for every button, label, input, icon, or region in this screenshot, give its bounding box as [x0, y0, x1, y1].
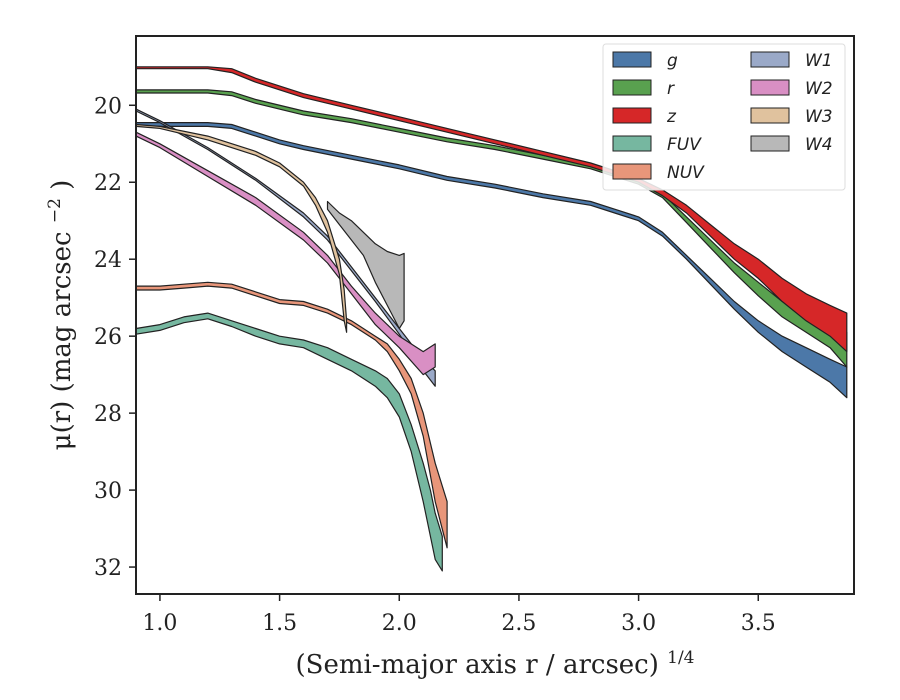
legend-swatch-w4	[750, 135, 790, 152]
legend-swatch-fuv	[612, 135, 652, 152]
band-nuv	[135, 281, 448, 549]
legend-label-r: r	[667, 79, 675, 99]
x-tick-label: 1.5	[262, 611, 297, 636]
legend: grz FUV NUV W1 W2 W3 W4	[602, 43, 846, 191]
profile-bands	[135, 66, 848, 572]
band-r	[135, 89, 848, 368]
y-tick-label: 20	[94, 94, 122, 119]
y-axis-label-close: )	[47, 180, 77, 190]
y-tick-label: 22	[94, 171, 122, 196]
band-w2	[135, 131, 436, 376]
legend-label-nuv: NUV	[667, 163, 705, 183]
legend-swatch-w3	[750, 107, 790, 124]
legend-swatch-w1	[750, 51, 790, 68]
y-tick-label: 24	[94, 248, 122, 273]
x-axis-ticks: 1.0 1.5 2.0 2.5 3.0 3.5	[142, 594, 776, 636]
y-axis-label-exponent: −2	[45, 198, 65, 223]
legend-swatch-g	[612, 51, 652, 68]
legend-label-w4: W4	[805, 135, 833, 155]
x-tick-label: 2.0	[382, 611, 417, 636]
x-axis-label-exponent: 1/4	[667, 648, 694, 668]
legend-label-w3: W3	[805, 107, 833, 127]
y-axis-label-text: μ(r) (mag arcsec	[47, 231, 77, 450]
legend-label-fuv: FUV	[667, 135, 702, 155]
y-tick-label: 28	[94, 402, 122, 427]
band-w3	[135, 123, 348, 333]
legend-swatch-nuv	[612, 163, 652, 180]
x-tick-label: 1.0	[142, 611, 177, 636]
y-axis-ticks: 20 22 24 26 28 30 32	[94, 94, 136, 581]
band-w4	[326, 200, 405, 330]
x-axis-label-text: (Semi-major axis r / arcsec)	[295, 650, 658, 680]
band-fuv	[135, 312, 443, 572]
y-tick-label: 32	[94, 556, 122, 581]
legend-label-w1: W1	[805, 51, 833, 71]
plot-frame	[135, 35, 855, 595]
x-axis-label: (Semi-major axis r / arcsec) 1/4	[295, 648, 694, 680]
x-tick-label: 3.0	[621, 611, 656, 636]
band-w1	[135, 108, 436, 387]
y-tick-label: 26	[94, 325, 122, 350]
legend-swatch-z	[612, 107, 652, 124]
legend-swatch-w2	[750, 79, 790, 96]
x-tick-label: 2.5	[501, 611, 536, 636]
y-tick-label: 30	[94, 479, 122, 504]
legend-label-w2: W2	[805, 79, 833, 99]
band-g	[135, 121, 848, 399]
legend-label-z: z	[666, 107, 677, 127]
band-z	[135, 66, 848, 353]
legend-swatch-r	[612, 79, 652, 96]
x-tick-label: 3.5	[741, 611, 776, 636]
legend-label-g: g	[667, 51, 678, 71]
y-axis-label: μ(r) (mag arcsec −2 )	[37, 180, 77, 451]
